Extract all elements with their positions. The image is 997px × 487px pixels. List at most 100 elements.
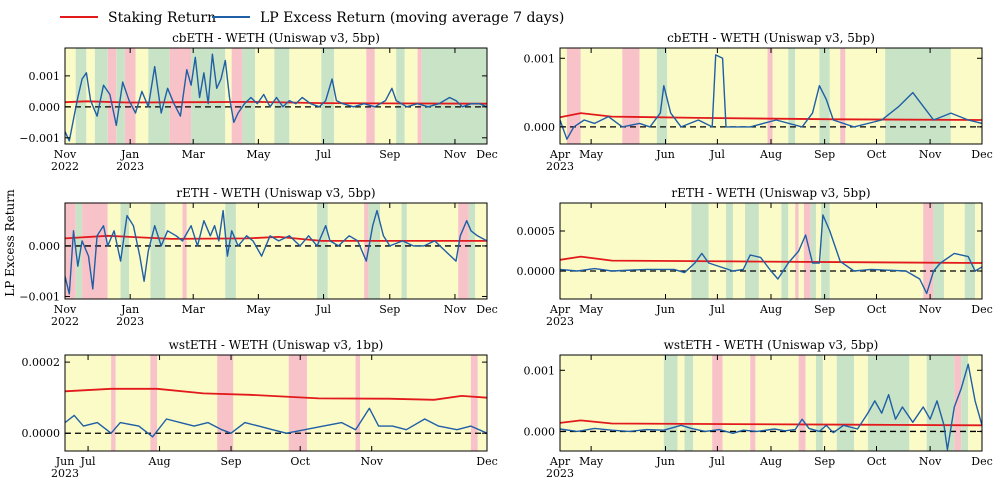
regime-band <box>364 203 369 299</box>
y-tick-label: 0.000 <box>524 121 556 134</box>
regime-band <box>368 203 381 299</box>
x-tick-year-label: 2023 <box>546 160 574 173</box>
x-tick-year-label: 2023 <box>546 315 574 328</box>
regime-band <box>712 355 723 451</box>
regime-band <box>840 48 846 144</box>
x-tick-label: Jun <box>655 455 675 468</box>
x-tick-label: Mar <box>182 303 206 316</box>
x-tick-label: Jun <box>55 455 75 468</box>
regime-band <box>366 48 375 144</box>
x-tick-label: Sep <box>220 455 241 468</box>
regime-band <box>961 355 969 451</box>
chart-title: wstETH - WETH (Uniswap v3, 1bp) <box>169 338 384 352</box>
regime-band <box>821 203 830 299</box>
regime-band <box>732 203 746 299</box>
regime-band <box>458 203 469 299</box>
regime-band <box>950 48 982 144</box>
x-tick-label: Sep <box>814 455 835 468</box>
x-tick-label: Nov <box>919 455 942 468</box>
regime-band <box>975 203 982 299</box>
regime-band <box>355 355 361 451</box>
x-tick-label: Sep <box>379 148 400 161</box>
x-tick-label: Dec <box>476 303 498 316</box>
chart-title: rETH - WETH (Uniswap v3, 5bp) <box>671 186 870 200</box>
regime-band <box>708 203 727 299</box>
y-tick-label: −0.001 <box>19 132 60 145</box>
regime-band <box>225 48 232 144</box>
x-tick-label: Nov <box>360 455 383 468</box>
x-tick-label: Jun <box>655 148 675 161</box>
regime-band <box>560 48 567 144</box>
regime-band <box>560 355 664 451</box>
x-tick-label: Jul <box>315 148 331 161</box>
regime-band <box>622 48 640 144</box>
x-tick-label: Nov <box>54 303 77 316</box>
regime-band <box>943 203 965 299</box>
regime-band <box>182 203 187 299</box>
legend-staking-label: Staking Return <box>108 10 216 26</box>
staking-return-line <box>560 419 982 427</box>
y-tick-label: 0.0002 <box>22 356 61 369</box>
chart-panels: cbETH - WETH (Uniswap v3, 5bp) −0.001 0.00… <box>19 31 992 480</box>
regime-band <box>107 203 121 299</box>
x-tick-label: Aug <box>759 148 782 161</box>
regime-band <box>867 355 910 451</box>
lp-excess-return-line <box>560 54 982 140</box>
regime-band <box>750 355 756 451</box>
x-tick-label: Oct <box>867 303 887 316</box>
plot-frame <box>64 354 488 452</box>
regime-band <box>663 355 678 451</box>
regime-band <box>954 355 962 451</box>
x-tick-label: Aug <box>759 455 782 468</box>
x-tick-label: Aug <box>148 455 171 468</box>
regime-band <box>421 48 487 144</box>
plot-frame <box>64 202 488 300</box>
chart-panel-5: wstETH - WETH (Uniswap v3, 1bp) 0.0000 0.0… <box>22 338 498 480</box>
regime-band <box>75 48 87 144</box>
x-tick-label: Apr <box>549 148 571 161</box>
x-tick-label: Dec <box>476 455 498 468</box>
x-tick-label: May <box>579 303 604 316</box>
regime-band <box>805 355 816 451</box>
regime-band <box>327 203 365 299</box>
x-tick-year-label: 2022 <box>51 315 79 328</box>
regime-band <box>693 355 713 451</box>
x-tick-label: Sep <box>379 303 400 316</box>
regime-band <box>639 48 657 144</box>
regime-band <box>317 203 328 299</box>
legend: Staking Return LP Excess Return (moving … <box>60 10 564 26</box>
x-tick-label: Nov <box>444 148 467 161</box>
regime-band <box>803 203 811 299</box>
regime-bands <box>560 203 982 299</box>
regime-band <box>580 48 623 144</box>
regime-band <box>772 48 789 144</box>
regime-bands <box>65 355 487 451</box>
regime-band <box>150 355 158 451</box>
x-tick-year-label: 2022 <box>51 160 79 173</box>
regime-band <box>755 355 799 451</box>
regime-band <box>722 355 751 451</box>
regime-band <box>65 203 76 299</box>
regime-band <box>745 203 759 299</box>
regime-band <box>468 203 476 299</box>
regime-band <box>233 355 289 451</box>
regime-band <box>788 48 796 144</box>
x-tick-label: Sep <box>814 303 835 316</box>
regime-band <box>157 355 218 451</box>
x-tick-label: Jul <box>709 303 725 316</box>
regime-band <box>767 48 773 144</box>
lp-excess-return-line <box>65 209 487 295</box>
x-tick-label: Oct <box>867 455 887 468</box>
regime-band <box>964 203 976 299</box>
x-tick-label: Aug <box>759 303 782 316</box>
regime-band <box>120 203 130 299</box>
regime-band <box>726 203 733 299</box>
y-tick-label: 0.001 <box>29 70 61 83</box>
lp-excess-return-line <box>560 214 982 295</box>
x-tick-label: Sep <box>814 148 835 161</box>
plot-frame <box>64 47 488 145</box>
regime-band <box>242 48 256 144</box>
regime-band <box>909 355 927 451</box>
y-tick-label: 0.000 <box>524 425 556 438</box>
